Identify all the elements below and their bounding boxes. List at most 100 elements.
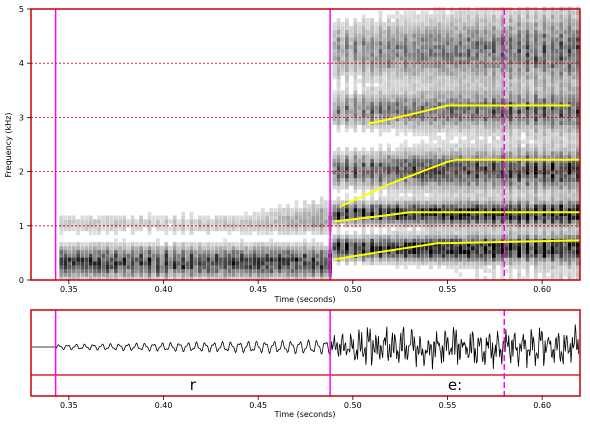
spectrogram-cell	[571, 162, 576, 167]
spectrogram-cell	[370, 207, 374, 213]
spectrogram-cell	[508, 29, 513, 34]
spectrogram-cell	[240, 257, 244, 262]
spectrogram-cell	[294, 215, 299, 220]
spectrogram-cell	[550, 52, 555, 57]
spectrogram-cell	[479, 105, 484, 110]
spectrogram-cell	[513, 105, 517, 110]
spectrogram-cell	[118, 223, 122, 228]
spectrogram-cell	[534, 63, 538, 68]
spectrogram-cell	[345, 211, 349, 216]
spectrogram-cell	[571, 67, 576, 72]
spectrogram-cell	[500, 132, 505, 137]
spectrogram-cell	[534, 143, 538, 148]
spectrogram-cell	[357, 94, 362, 99]
spectrogram-cell	[538, 113, 542, 118]
spectrogram-cell	[525, 188, 530, 194]
spectrogram-cell	[240, 264, 244, 270]
spectrogram-cell	[177, 276, 181, 281]
spectrogram-cell	[433, 132, 437, 137]
spectrogram-cell	[508, 52, 513, 57]
spectrogram-cell	[345, 257, 349, 262]
spectrogram-cell	[576, 48, 580, 53]
spectrogram-cell	[529, 105, 534, 110]
spectrogram-cell	[315, 207, 320, 213]
spectrogram-cell	[382, 105, 387, 110]
spectrogram-cell	[479, 33, 484, 38]
spectrogram-cell	[357, 120, 362, 125]
spectrogram-cell	[441, 162, 446, 167]
spectrogram-cell	[231, 223, 236, 228]
spectrogram-cell	[550, 177, 555, 182]
spectrogram-cell	[546, 223, 551, 228]
spectrogram-cell	[206, 245, 211, 251]
spectrogram-cell	[93, 276, 97, 281]
spectrogram-cell	[361, 128, 366, 133]
spectrogram-cell	[357, 101, 362, 106]
spectrogram-cell	[454, 196, 458, 201]
spectrogram-cell	[206, 253, 211, 258]
spectrogram-cell	[80, 242, 85, 247]
spectrogram-cell	[466, 109, 471, 114]
spectrogram-cell	[483, 192, 488, 197]
spectrogram-cell	[147, 230, 152, 235]
spectrogram-cell	[357, 59, 362, 65]
spectrogram-cell	[424, 173, 429, 179]
spectrogram-cell	[437, 71, 442, 76]
spectrogram-cell	[273, 219, 278, 224]
spectrogram-cell	[534, 166, 538, 171]
spectrogram-cell	[483, 230, 488, 235]
spectrogram-cell	[210, 268, 215, 273]
spectrogram-cell	[538, 173, 542, 179]
spectrogram-cell	[332, 170, 337, 175]
spectrogram-cell	[441, 158, 446, 163]
spectrogram-cell	[546, 166, 551, 171]
spectrogram-cell	[466, 147, 471, 152]
spectrogram-cell	[105, 268, 110, 273]
spectrogram-cell	[555, 63, 559, 68]
spectrogram-cell	[248, 257, 253, 262]
spectrogram-cell	[534, 18, 538, 23]
spectrogram-cell	[513, 75, 517, 80]
spectrogram-cell	[122, 226, 127, 232]
spectrogram-cell	[332, 234, 337, 239]
spectrogram-cell	[403, 207, 408, 213]
frequency-tick-label: 2	[19, 168, 24, 177]
spectrogram-cell	[471, 37, 475, 42]
spectrogram-cell	[227, 261, 232, 266]
spectrogram-cell	[517, 37, 521, 42]
spectrogram-cell	[433, 249, 437, 254]
spectrogram-cell	[416, 75, 421, 80]
formant-track	[367, 104, 571, 125]
spectrogram-cell	[546, 22, 551, 27]
spectrogram-cell	[412, 238, 416, 243]
spectrogram-cell	[303, 242, 307, 247]
spectrogram-cell	[332, 120, 337, 125]
spectrogram-cell	[135, 272, 139, 277]
spectrogram-cell	[466, 234, 471, 239]
spectrogram-cell	[349, 52, 353, 57]
spectrogram-cell	[122, 264, 127, 270]
spectrogram-cell	[160, 261, 164, 266]
spectrogram-cell	[559, 272, 563, 277]
spectrogram-cell	[521, 215, 526, 220]
spectrogram-cell	[147, 211, 152, 216]
spectrogram-cell	[282, 268, 286, 273]
spectrogram-cell	[529, 48, 534, 53]
spectrogram-cell	[433, 215, 437, 220]
spectrogram-cell	[487, 170, 492, 175]
spectrogram-cell	[546, 44, 551, 50]
spectrogram-cell	[101, 226, 106, 232]
spectrogram-cell	[357, 170, 362, 175]
spectrogram-cell	[437, 215, 442, 220]
spectrogram-cell	[433, 211, 437, 216]
spectrogram-cell	[256, 276, 261, 281]
spectrogram-cell	[475, 78, 479, 84]
spectrogram-cell	[550, 90, 555, 95]
waveform-background	[31, 310, 580, 396]
spectrogram-cell	[378, 124, 383, 129]
spectrogram-cell	[475, 272, 479, 277]
spectrogram-cell	[534, 242, 538, 247]
spectrogram-cell	[269, 215, 274, 220]
spectrogram-cell	[546, 128, 551, 133]
spectrogram-cell	[382, 223, 387, 228]
